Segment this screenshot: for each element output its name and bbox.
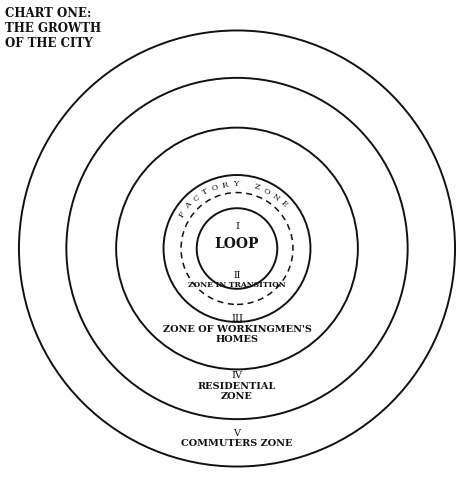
Text: II: II (233, 271, 241, 280)
Text: N: N (271, 192, 281, 202)
Text: ZONE: ZONE (221, 392, 253, 401)
Text: Y: Y (233, 180, 238, 188)
Text: F: F (177, 210, 187, 219)
Text: ZONE IN TRANSITION: ZONE IN TRANSITION (188, 281, 286, 289)
Text: E: E (279, 199, 289, 209)
Text: A: A (184, 201, 193, 211)
Text: IV: IV (231, 371, 243, 380)
Text: COMMUTERS ZONE: COMMUTERS ZONE (181, 439, 293, 448)
Text: O: O (210, 183, 219, 193)
Text: CHART ONE:
THE GROWTH
OF THE CITY: CHART ONE: THE GROWTH OF THE CITY (5, 7, 101, 51)
Text: R: R (221, 180, 229, 189)
Text: Z: Z (253, 182, 261, 192)
Text: RESIDENTIAL: RESIDENTIAL (198, 382, 276, 391)
Text: V: V (234, 429, 240, 438)
Text: I: I (235, 222, 239, 231)
Text: O: O (262, 186, 272, 196)
Text: C: C (191, 193, 201, 203)
Text: III: III (231, 314, 243, 323)
Text: ZONE OF WORKINGMEN'S: ZONE OF WORKINGMEN'S (163, 325, 311, 333)
Text: LOOP: LOOP (215, 237, 259, 250)
Text: T: T (201, 187, 210, 197)
Text: HOMES: HOMES (216, 335, 258, 344)
